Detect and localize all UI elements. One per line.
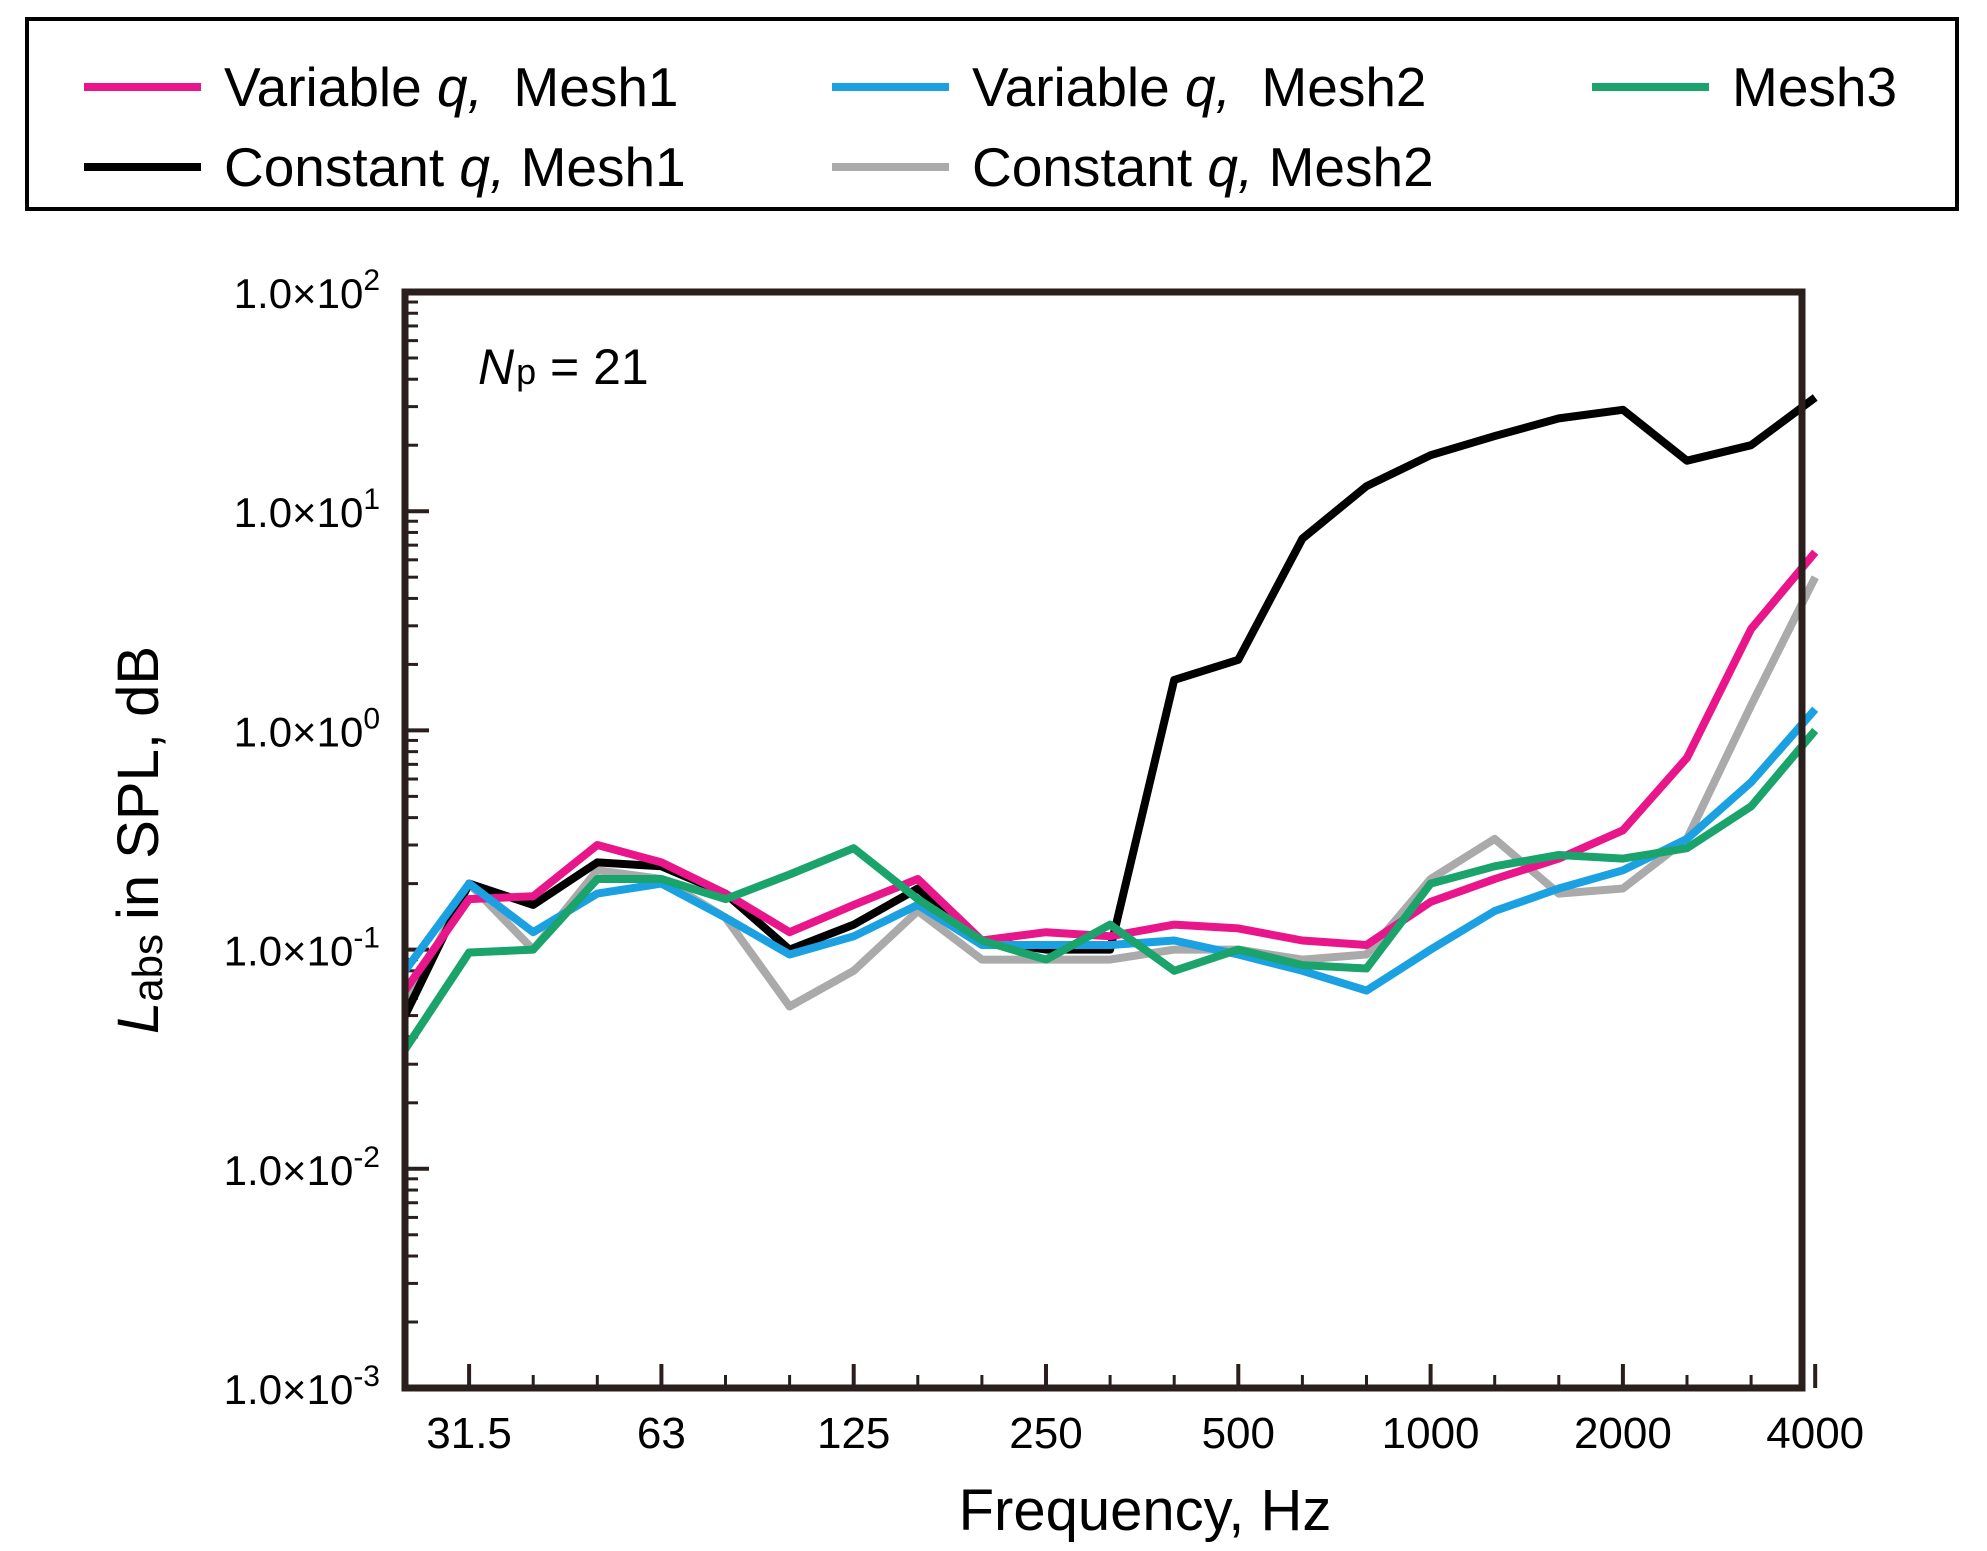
series-line-constant-q-mesh1 (401, 394, 1818, 1018)
y-tick-label: 1.0×100 (234, 702, 380, 755)
legend-label: Mesh3 (1732, 56, 1897, 118)
series-line-mesh3 (401, 727, 1819, 1052)
legend-label-pre: Constant (972, 136, 1207, 198)
y-tick-mantissa: 1.0×10 (234, 270, 364, 317)
y-tick-mantissa: 1.0×10 (224, 928, 354, 975)
legend-item: Variable q, Mesh2 (832, 56, 1427, 118)
legend-label-post: Mesh1 (483, 56, 679, 118)
x-tick-label: 1000 (1382, 1409, 1480, 1458)
legend-label-post: Mesh2 (1231, 56, 1427, 118)
legend-label-pre: Variable (972, 56, 1185, 118)
legend-item: Constant q, Mesh2 (832, 136, 1434, 198)
series-lines (401, 394, 1819, 1052)
y-tick-exponent: 1 (363, 483, 380, 516)
y-tick-mantissa: 1.0×10 (234, 708, 364, 755)
plot-frame (401, 288, 1806, 1392)
annotation-symbol: N (478, 339, 515, 395)
legend-item: Mesh3 (1592, 56, 1897, 118)
legend-label-italic: q, (1207, 136, 1253, 198)
plot-area: 1.0×1021.0×1011.0×1001.0×10-11.0×10-21.0… (224, 264, 1864, 1458)
y-label-symbol: L (106, 1002, 171, 1034)
y-tick-label: 1.0×101 (234, 483, 380, 536)
x-ticks: 31.5 63 125 250 500 1000 2000 4000 (403, 1364, 1864, 1458)
y-tick-exponent: 2 (363, 264, 380, 297)
x-axis-label: Frequency, Hz (959, 1478, 1332, 1543)
legend-label-italic: q, (437, 56, 483, 118)
legend-label-post: Mesh3 (1732, 56, 1897, 118)
x-tick-label: 250 (1009, 1409, 1082, 1458)
annotation-rest: = 21 (536, 339, 649, 395)
y-tick-exponent: 0 (363, 702, 380, 735)
y-label-subscript: abs (124, 934, 171, 1002)
x-tick-label: 125 (817, 1409, 890, 1458)
legend-label-post: Mesh1 (505, 136, 685, 198)
legend-label-italic: q, (459, 136, 505, 198)
legend-item: Variable q, Mesh1 (84, 56, 679, 118)
legend-label: Variable q, Mesh1 (224, 56, 679, 118)
y-tick-exponent: -1 (353, 922, 380, 955)
y-tick-mantissa: 1.0×10 (234, 489, 364, 536)
y-label-rest: in SPL, dB (106, 646, 171, 920)
y-tick-exponent: -2 (353, 1141, 380, 1174)
y-major-ticks: 1.0×1021.0×1011.0×1001.0×10-11.0×10-21.0… (224, 264, 429, 1413)
x-tick-label: 63 (637, 1409, 686, 1458)
x-tick-label: 500 (1202, 1409, 1275, 1458)
legend-label: Constant q, Mesh2 (972, 136, 1434, 198)
x-tick-label: 31.5 (426, 1409, 512, 1458)
x-tick-label: 2000 (1574, 1409, 1672, 1458)
annotation-np: Np = 21 (478, 339, 649, 395)
legend-label-post: Mesh2 (1253, 136, 1433, 198)
legend-item: Constant q, Mesh1 (84, 136, 686, 198)
legend-label: Variable q, Mesh2 (972, 56, 1427, 118)
y-tick-label: 1.0×102 (234, 264, 380, 317)
y-axis-label: Labs in SPL, dB (106, 646, 171, 1034)
legend-frame (25, 17, 1959, 211)
y-tick-label: 1.0×10-2 (224, 1141, 380, 1194)
annotation-subscript: p (516, 351, 536, 392)
y-tick-mantissa: 1.0×10 (224, 1366, 354, 1413)
y-tick-mantissa: 1.0×10 (224, 1147, 354, 1194)
legend-label-pre: Constant (224, 136, 459, 198)
legend: Variable q, Mesh1 Variable q, Mesh2 Mesh3C… (25, 17, 1959, 211)
y-tick-exponent: -3 (353, 1360, 380, 1393)
x-tick-label: 4000 (1766, 1409, 1864, 1458)
legend-label: Constant q, Mesh1 (224, 136, 686, 198)
y-tick-label: 1.0×10-1 (224, 922, 380, 975)
y-tick-label: 1.0×10-3 (224, 1360, 380, 1413)
series-line-variable-q-mesh1 (401, 549, 1819, 993)
legend-label-italic: q, (1185, 56, 1231, 118)
series-line-variable-q-mesh2 (401, 706, 1819, 995)
legend-label-pre: Variable (224, 56, 437, 118)
